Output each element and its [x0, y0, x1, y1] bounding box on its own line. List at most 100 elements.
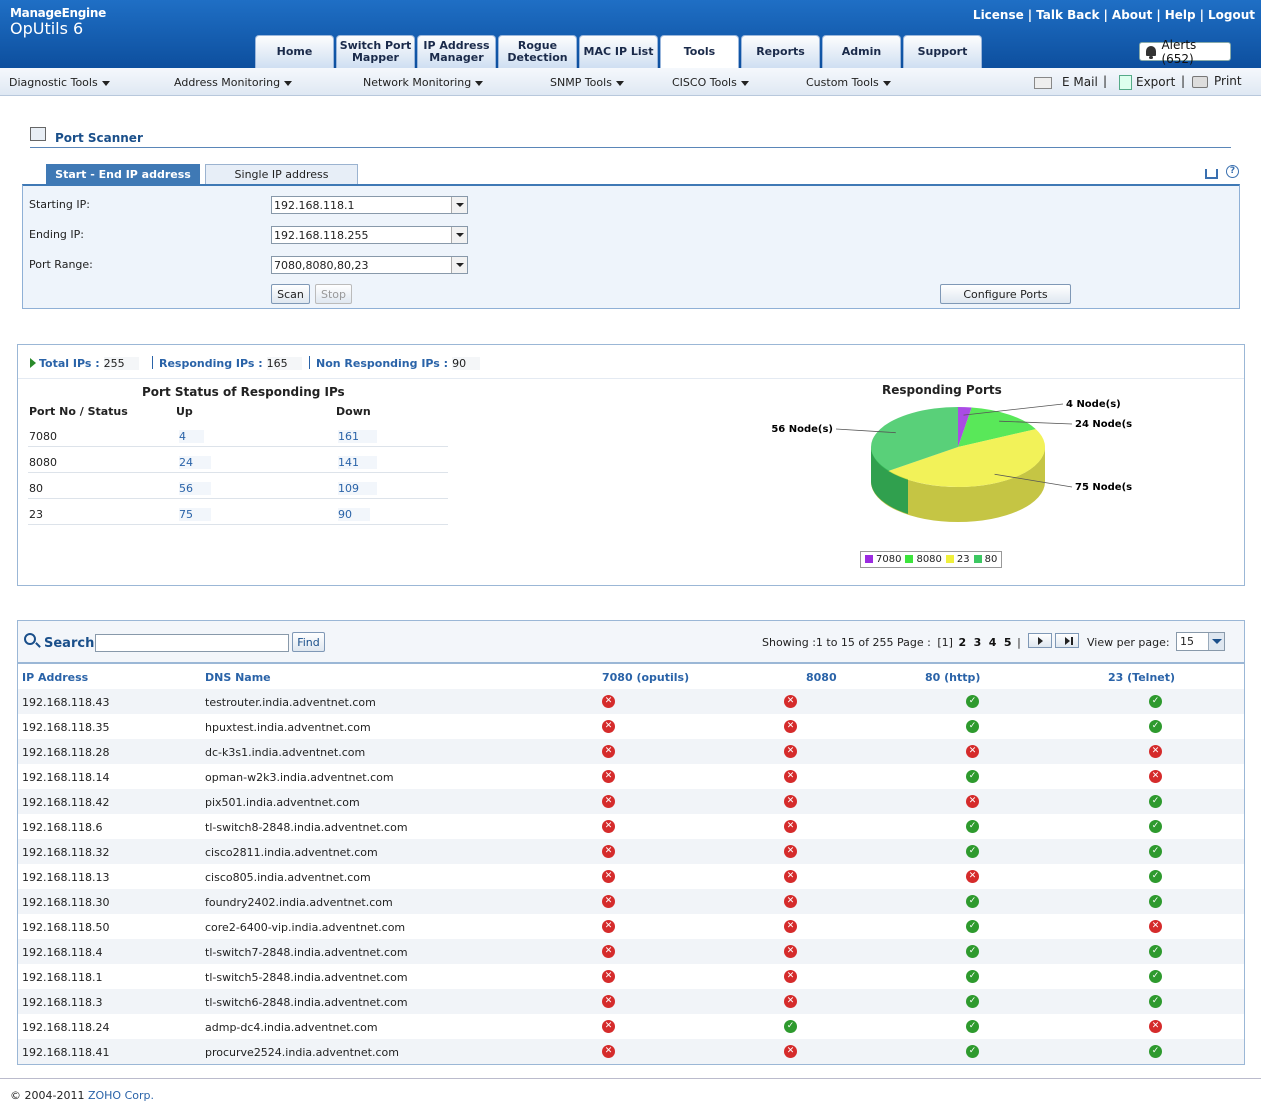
tab-mac-ip-list[interactable]: MAC IP List	[579, 35, 658, 68]
tab-tools[interactable]: Tools	[660, 35, 739, 68]
tab-home[interactable]: Home	[255, 35, 334, 68]
slice-leader-line	[963, 403, 1064, 416]
col-7080[interactable]: 7080 (oputils)	[602, 671, 690, 684]
product-name: OpUtils 6	[10, 19, 84, 38]
ip-address-cell[interactable]: 192.168.118.35	[22, 721, 110, 734]
port-up-icon: ✓	[1149, 995, 1162, 1008]
ip-address-cell[interactable]: 192.168.118.41	[22, 1046, 110, 1059]
menu-snmp-tools[interactable]: SNMP Tools	[550, 76, 624, 89]
talk-back-link[interactable]: Talk Back	[1036, 8, 1100, 22]
col-ip-address[interactable]: IP Address	[22, 671, 89, 684]
dropdown-arrow-icon[interactable]	[451, 197, 467, 213]
starting-ip-combo[interactable]: 192.168.118.1	[271, 196, 468, 214]
dropdown-arrow-icon[interactable]	[1208, 633, 1224, 650]
export-button[interactable]: Export	[1119, 75, 1175, 90]
menu-address-monitoring[interactable]: Address Monitoring	[174, 76, 293, 89]
tab-reports[interactable]: Reports	[741, 35, 820, 68]
view-per-page-select[interactable]: 15	[1176, 632, 1225, 651]
responding-ips[interactable]: Responding IPs :165	[159, 357, 302, 370]
help-link[interactable]: Help	[1164, 8, 1196, 22]
non-responding-ips[interactable]: Non Responding IPs :90	[316, 357, 481, 370]
col-80[interactable]: 80 (http)	[925, 671, 981, 684]
next-page-button[interactable]	[1028, 633, 1052, 648]
port-down-icon: ✕	[602, 795, 615, 808]
up-count-link[interactable]: 4	[179, 430, 204, 443]
stop-button[interactable]: Stop	[315, 284, 352, 304]
menu-custom-tools[interactable]: Custom Tools	[806, 76, 891, 89]
ending-ip-combo[interactable]: 192.168.118.255	[271, 226, 468, 244]
dropdown-arrow-icon[interactable]	[451, 257, 467, 273]
page-5[interactable]: 5	[1003, 636, 1012, 649]
search-input[interactable]	[95, 634, 289, 652]
page-4[interactable]: 4	[988, 636, 997, 649]
home-icon[interactable]	[1205, 169, 1218, 179]
about-link[interactable]: About	[1111, 8, 1153, 22]
total-ips[interactable]: Total IPs :255	[30, 357, 139, 370]
license-link[interactable]: License	[972, 8, 1024, 22]
last-page-button[interactable]	[1055, 633, 1079, 648]
ip-address-cell[interactable]: 192.168.118.24	[22, 1021, 110, 1034]
down-count-link[interactable]: 90	[338, 508, 370, 521]
port-status-row: 7080 4 161	[28, 421, 448, 447]
page-2[interactable]: 2	[958, 636, 967, 649]
down-count-link[interactable]: 161	[338, 430, 377, 443]
port-down-icon: ✕	[966, 745, 979, 758]
view-per-page-label: View per page:	[1087, 636, 1170, 649]
dns-name-cell: tl-switch5-2848.india.adventnet.com	[205, 971, 408, 984]
slice-label: 56 Node(s)	[771, 424, 833, 435]
port-up-icon: ✓	[1149, 820, 1162, 833]
alerts-button[interactable]: Alerts (652)	[1139, 38, 1231, 66]
email-button[interactable]: E Mail	[1034, 75, 1098, 89]
tab-ip-address-manager[interactable]: IP Address Manager	[417, 35, 496, 68]
port-up-icon: ✓	[1149, 845, 1162, 858]
print-button[interactable]: Print	[1192, 74, 1242, 88]
port-down-icon: ✕	[784, 970, 797, 983]
page-3[interactable]: 3	[973, 636, 982, 649]
ip-address-cell[interactable]: 192.168.118.4	[22, 946, 103, 959]
search-icon	[24, 633, 36, 645]
port-range-combo[interactable]: 7080,8080,80,23	[271, 256, 468, 274]
up-count-link[interactable]: 24	[179, 456, 211, 469]
footer-divider	[0, 1078, 1261, 1079]
ip-address-cell[interactable]: 192.168.118.14	[22, 771, 110, 784]
port-down-icon: ✕	[602, 1020, 615, 1033]
ip-address-cell[interactable]: 192.168.118.30	[22, 896, 110, 909]
menu-diagnostic-tools[interactable]: Diagnostic Tools	[9, 76, 110, 89]
ip-address-cell[interactable]: 192.168.118.3	[22, 996, 103, 1009]
menu-cisco-tools[interactable]: CISCO Tools	[672, 76, 749, 89]
tab-support[interactable]: Support	[903, 35, 982, 68]
port-up-icon: ✓	[966, 920, 979, 933]
slice-label: 75 Node(s	[1075, 482, 1132, 493]
col-8080[interactable]: 8080	[806, 671, 837, 684]
ip-address-cell[interactable]: 192.168.118.13	[22, 871, 110, 884]
find-button[interactable]: Find	[292, 632, 325, 652]
menu-network-monitoring[interactable]: Network Monitoring	[363, 76, 484, 89]
tab-admin[interactable]: Admin	[822, 35, 901, 68]
scan-button[interactable]: Scan	[271, 284, 310, 304]
logout-link[interactable]: Logout	[1207, 8, 1255, 22]
ip-address-cell[interactable]: 192.168.118.6	[22, 821, 103, 834]
col-dns-name[interactable]: DNS Name	[205, 671, 271, 684]
expand-triangle-icon	[30, 358, 36, 368]
ip-address-cell[interactable]: 192.168.118.28	[22, 746, 110, 759]
col-23[interactable]: 23 (Telnet)	[1108, 671, 1176, 684]
help-icon[interactable]: ?	[1226, 165, 1239, 178]
dropdown-arrow-icon[interactable]	[451, 227, 467, 243]
down-count-link[interactable]: 141	[338, 456, 377, 469]
down-count-link[interactable]: 109	[338, 482, 377, 495]
menu-label: Address Monitoring	[174, 76, 281, 89]
tab-switch-port-mapper[interactable]: Switch Port Mapper	[336, 35, 415, 68]
tab-single-ip[interactable]: Single IP address	[205, 164, 358, 184]
tab-start-end-ip[interactable]: Start - End IP address	[46, 164, 200, 184]
configure-ports-button[interactable]: Configure Ports	[940, 284, 1071, 304]
ip-address-cell[interactable]: 192.168.118.50	[22, 921, 110, 934]
ip-address-cell[interactable]: 192.168.118.1	[22, 971, 103, 984]
company-link[interactable]: ZOHO Corp.	[87, 1089, 155, 1102]
page-1[interactable]: [1]	[937, 636, 953, 649]
tab-rogue-detection[interactable]: Rogue Detection	[498, 35, 577, 68]
ip-address-cell[interactable]: 192.168.118.42	[22, 796, 110, 809]
ip-address-cell[interactable]: 192.168.118.43	[22, 696, 110, 709]
up-count-link[interactable]: 75	[179, 508, 211, 521]
up-count-link[interactable]: 56	[179, 482, 211, 495]
ip-address-cell[interactable]: 192.168.118.32	[22, 846, 110, 859]
